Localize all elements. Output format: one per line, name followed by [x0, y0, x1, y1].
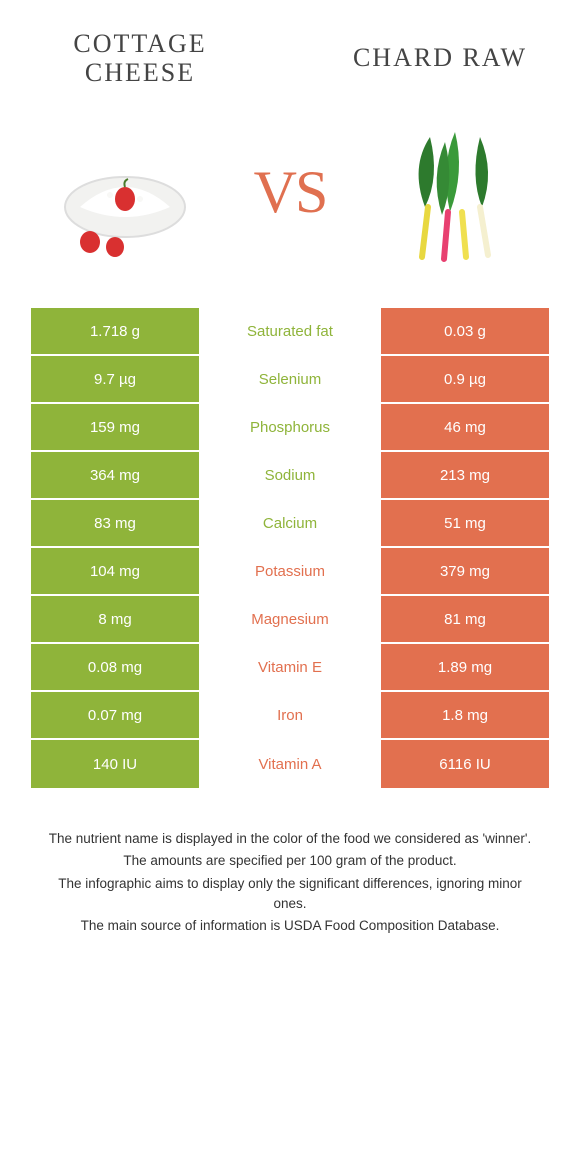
right-value: 51 mg — [379, 500, 549, 546]
footnotes: The nutrient name is displayed in the co… — [0, 789, 580, 936]
table-row: 9.7 µgSelenium0.9 µg — [31, 356, 549, 404]
right-value: 46 mg — [379, 404, 549, 450]
right-value: 0.03 g — [379, 308, 549, 354]
left-value: 9.7 µg — [31, 356, 201, 402]
right-food-title: CHARD RAW — [340, 44, 540, 73]
table-row: 104 mgPotassium379 mg — [31, 548, 549, 596]
nutrient-label: Calcium — [201, 500, 379, 546]
table-row: 1.718 gSaturated fat0.03 g — [31, 308, 549, 356]
left-value: 104 mg — [31, 548, 201, 594]
table-row: 140 IUVitamin A6116 IU — [31, 740, 549, 788]
right-value: 1.8 mg — [379, 692, 549, 738]
right-value: 213 mg — [379, 452, 549, 498]
footnote-line: The nutrient name is displayed in the co… — [40, 829, 540, 849]
nutrient-label: Phosphorus — [201, 404, 379, 450]
table-row: 0.08 mgVitamin E1.89 mg — [31, 644, 549, 692]
left-value: 140 IU — [31, 740, 201, 788]
table-row: 159 mgPhosphorus46 mg — [31, 404, 549, 452]
nutrient-label: Magnesium — [201, 596, 379, 642]
left-value: 8 mg — [31, 596, 201, 642]
images-row: VS — [0, 97, 580, 307]
right-value: 81 mg — [379, 596, 549, 642]
nutrient-label: Selenium — [201, 356, 379, 402]
nutrient-label: Saturated fat — [201, 308, 379, 354]
left-food-title: COTTAGE CHEESE — [40, 30, 240, 87]
table-row: 0.07 mgIron1.8 mg — [31, 692, 549, 740]
table-row: 364 mgSodium213 mg — [31, 452, 549, 500]
chard-image — [370, 107, 540, 277]
table-row: 83 mgCalcium51 mg — [31, 500, 549, 548]
nutrient-label: Iron — [201, 692, 379, 738]
left-value: 364 mg — [31, 452, 201, 498]
left-value: 0.07 mg — [31, 692, 201, 738]
right-value: 0.9 µg — [379, 356, 549, 402]
left-value: 83 mg — [31, 500, 201, 546]
nutrient-label: Potassium — [201, 548, 379, 594]
right-value: 6116 IU — [379, 740, 549, 788]
cottage-cheese-image — [40, 107, 210, 277]
footnote-line: The amounts are specified per 100 gram o… — [40, 851, 540, 871]
nutrient-label: Sodium — [201, 452, 379, 498]
nutrient-label: Vitamin A — [201, 740, 379, 788]
nutrient-table: 1.718 gSaturated fat0.03 g9.7 µgSelenium… — [30, 307, 550, 789]
footnote-line: The main source of information is USDA F… — [40, 916, 540, 936]
footnote-line: The infographic aims to display only the… — [40, 874, 540, 915]
left-value: 159 mg — [31, 404, 201, 450]
header: COTTAGE CHEESE CHARD RAW — [0, 0, 580, 97]
nutrient-label: Vitamin E — [201, 644, 379, 690]
left-value: 1.718 g — [31, 308, 201, 354]
right-value: 379 mg — [379, 548, 549, 594]
table-row: 8 mgMagnesium81 mg — [31, 596, 549, 644]
vs-label: VS — [254, 158, 327, 227]
right-value: 1.89 mg — [379, 644, 549, 690]
left-value: 0.08 mg — [31, 644, 201, 690]
